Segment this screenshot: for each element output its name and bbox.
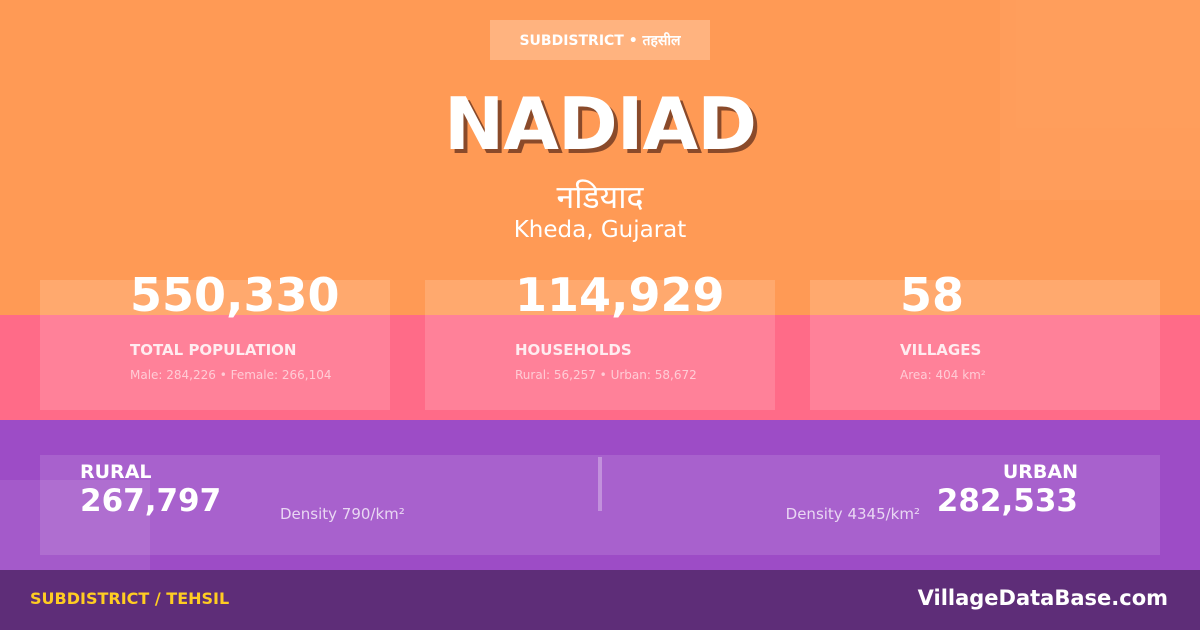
rural-label: RURAL — [80, 461, 152, 483]
stat-label: TOTAL POPULATION — [130, 341, 297, 359]
stat-sub: Male: 284,226 • Female: 266,104 — [130, 368, 332, 382]
stat-value: 58 — [900, 268, 965, 322]
urban-value: 282,533 — [936, 483, 1078, 519]
urban-label: URBAN — [1002, 461, 1078, 483]
header-band — [0, 0, 1200, 315]
rural-value: 267,797 — [80, 483, 222, 519]
footer — [0, 570, 1200, 630]
stat-card-villages: 58 VILLAGES Area: 404 km² — [810, 268, 1160, 410]
stat-value: 114,929 — [515, 268, 725, 322]
rural-density: Density 790/km² — [280, 505, 405, 523]
title-hindi: नडियाद — [556, 178, 644, 216]
site-brand[interactable]: VillageDataBase.com — [917, 586, 1168, 610]
urban-density: Density 4345/km² — [785, 505, 920, 523]
rural-urban-panel: RURAL 267,797 Density 790/km² Density 43… — [40, 455, 1160, 555]
stat-label: VILLAGES — [900, 341, 982, 359]
stat-label: HOUSEHOLDS — [515, 341, 632, 359]
type-badge: SUBDISTRICT • तहसील — [490, 20, 710, 60]
stat-value: 550,330 — [130, 268, 340, 322]
decor-square — [0, 480, 150, 570]
location: Kheda, Gujarat — [513, 217, 687, 243]
footer-category: SUBDISTRICT / TEHSIL — [30, 589, 230, 608]
page-title: NADIAD — [443, 82, 757, 166]
stat-sub: Area: 404 km² — [900, 368, 986, 382]
decor-square — [1000, 0, 1200, 200]
rural-urban-band — [0, 420, 1200, 570]
stat-sub: Rural: 56,257 • Urban: 58,672 — [515, 368, 697, 382]
stats-band — [0, 315, 1200, 420]
stat-card-households: 114,929 HOUSEHOLDS Rural: 56,257 • Urban… — [425, 268, 775, 410]
stat-card-population: 550,330 TOTAL POPULATION Male: 284,226 •… — [40, 268, 390, 410]
divider — [598, 457, 602, 511]
